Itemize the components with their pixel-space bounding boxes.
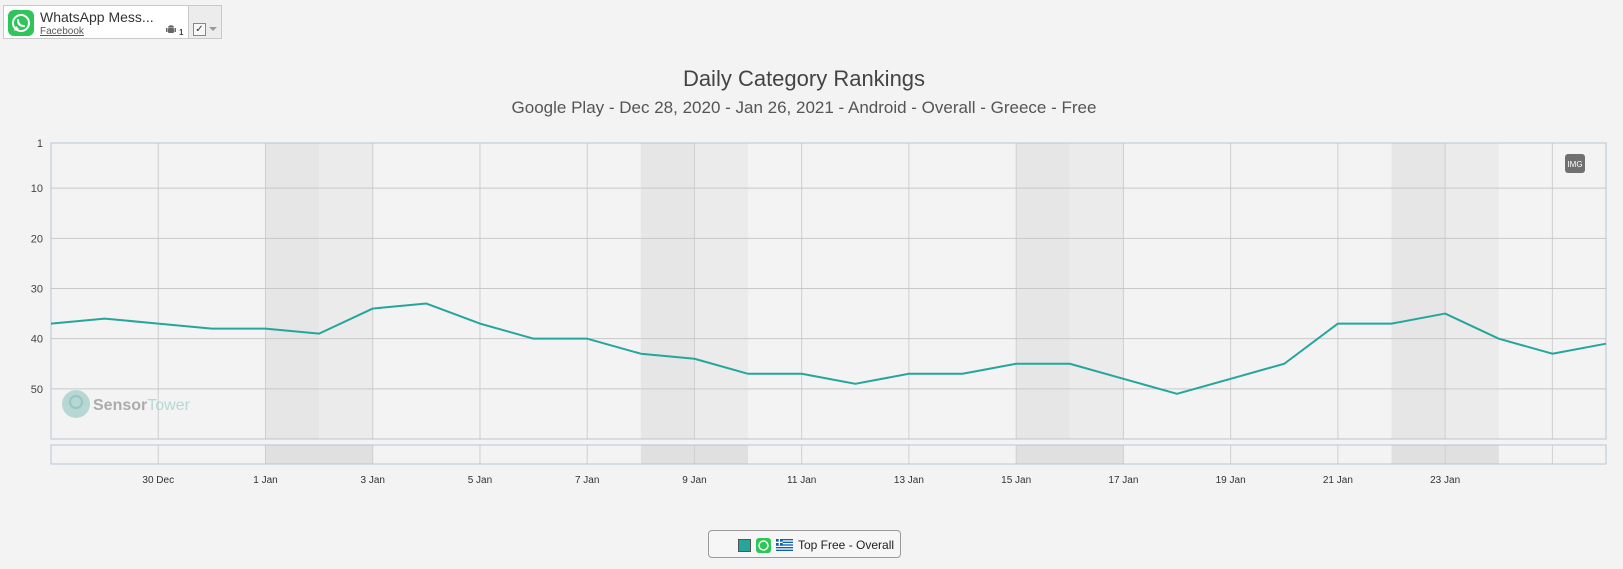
legend-label: Top Free - Overall <box>798 538 895 552</box>
x-tick-label: 3 Jan <box>360 475 384 486</box>
weekend-band <box>1016 143 1070 439</box>
weekend-band <box>1391 143 1446 439</box>
wordmark-sensor: Sensor <box>93 397 147 414</box>
weekend-band <box>640 143 695 439</box>
y-tick-label: 10 <box>31 183 43 195</box>
y-tick-label: 50 <box>31 384 43 396</box>
sensortower-logo-icon <box>62 390 90 418</box>
app-card[interactable]: WhatsApp Mess... Facebook 1 <box>3 5 189 39</box>
weekend-band <box>694 143 749 439</box>
weekend-band <box>319 143 373 439</box>
x-tick-label: 21 Jan <box>1323 475 1353 486</box>
x-tick-label: 17 Jan <box>1108 475 1138 486</box>
app-select-dropdown[interactable]: ✓ <box>189 5 222 39</box>
x-tick-label: 11 Jan <box>787 475 816 486</box>
x-tick-label: 30 Dec <box>142 475 174 486</box>
x-tick-label: 1 Jan <box>253 475 277 486</box>
export-image-label: IMG <box>1567 160 1582 169</box>
sensortower-watermark: SensorTower <box>62 390 191 418</box>
x-tick-label: 9 Jan <box>682 475 706 486</box>
export-image-button[interactable] <box>1565 154 1585 173</box>
app-publisher-link[interactable]: Facebook <box>40 26 84 37</box>
navigator-strip[interactable] <box>50 444 1607 465</box>
x-tick-label: 15 Jan <box>1001 475 1031 486</box>
navigator-weekend-band <box>1016 445 1124 464</box>
weekend-band <box>265 143 320 439</box>
chart-subtitle: Google Play - Dec 28, 2020 - Jan 26, 202… <box>511 98 1097 117</box>
app-name: WhatsApp Mess... <box>40 9 154 25</box>
whatsapp-icon <box>756 538 771 553</box>
sensortower-wordmark: SensorTower <box>93 397 191 414</box>
legend-color-swatch <box>738 539 751 552</box>
sensortower-logo-ring <box>69 395 83 409</box>
android-icon <box>166 25 176 33</box>
x-tick-label: 7 Jan <box>575 475 599 486</box>
greece-flag-icon <box>776 539 793 551</box>
x-tick-label: 23 Jan <box>1430 475 1460 486</box>
chart-title: Daily Category Rankings <box>682 66 926 91</box>
y-tick-label: 1 <box>37 138 43 150</box>
device-count: 1 <box>179 28 184 37</box>
whatsapp-icon <box>8 10 34 36</box>
chevron-down-icon[interactable] <box>209 27 217 31</box>
checkbox-icon[interactable]: ✓ <box>193 23 206 36</box>
y-tick-label: 20 <box>31 233 43 245</box>
x-tick-label: 19 Jan <box>1216 475 1246 486</box>
legend[interactable]: Top Free - Overall <box>708 530 901 558</box>
x-tick-label: 5 Jan <box>468 475 492 486</box>
series-line <box>50 302 1607 395</box>
weekend-band <box>1069 143 1124 439</box>
x-tick-label: 13 Jan <box>894 475 924 486</box>
plot-border <box>50 142 1607 440</box>
y-tick-label: 40 <box>31 334 43 346</box>
wordmark-tower: Tower <box>147 397 190 414</box>
weekend-band <box>1445 143 1499 439</box>
y-tick-label: 30 <box>31 283 43 295</box>
navigator-weekend-band <box>265 445 373 464</box>
